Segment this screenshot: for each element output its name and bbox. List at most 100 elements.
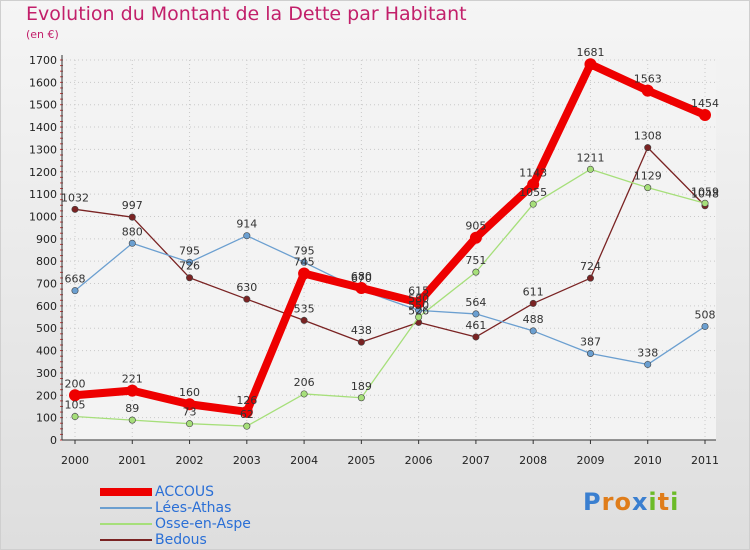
y-tick-label: 800 <box>36 255 57 268</box>
data-label-lees-athas: 668 <box>65 273 86 286</box>
x-tick-label: 2007 <box>462 454 490 467</box>
data-label-osse-en-aspe: 1059 <box>691 185 719 198</box>
chart-legend: ACCOUS Lées-Athas Osse-en-Aspe Bedous <box>100 484 251 548</box>
data-point-bedous <box>472 333 480 341</box>
logo-letter: i <box>670 488 680 516</box>
data-label-osse-en-aspe: 550 <box>408 299 429 312</box>
data-label-accous: 905 <box>465 220 486 233</box>
x-tick-label: 2006 <box>405 454 433 467</box>
y-tick-label: 1500 <box>29 99 57 112</box>
data-label-bedous: 526 <box>408 304 429 317</box>
series-line-lees-athas <box>74 235 706 366</box>
logo-letter: P <box>583 488 602 516</box>
y-tick-label: 600 <box>36 300 57 313</box>
data-label-lees-athas: 880 <box>122 225 143 238</box>
data-point-bedous <box>71 205 79 213</box>
data-point-bedous <box>529 299 537 307</box>
x-tick-label: 2011 <box>691 454 719 467</box>
legend-swatch <box>100 523 152 525</box>
data-point-lees-athas <box>300 258 308 266</box>
data-label-lees-athas: 338 <box>637 346 658 359</box>
data-point-osse-en-aspe <box>472 268 480 276</box>
data-label-accous: 221 <box>122 373 143 386</box>
data-label-lees-athas: 670 <box>351 272 372 285</box>
legend-label: ACCOUS <box>155 484 215 500</box>
logo-letter: t <box>657 488 671 516</box>
data-point-accous <box>298 267 311 280</box>
y-tick-label: 1100 <box>29 188 57 201</box>
y-tick-label: 0 <box>50 434 57 447</box>
data-label-bedous: 438 <box>351 324 372 337</box>
data-point-osse-en-aspe <box>71 413 79 421</box>
data-point-accous <box>527 178 540 191</box>
data-label-osse-en-aspe: 206 <box>294 376 315 389</box>
data-point-accous <box>355 282 368 294</box>
series-line-accous <box>71 60 709 416</box>
data-point-osse-en-aspe <box>644 184 652 192</box>
data-point-lees-athas <box>529 327 537 335</box>
x-tick-label: 2005 <box>347 454 375 467</box>
data-point-lees-athas <box>701 322 709 330</box>
legend-swatch <box>100 507 152 509</box>
x-tick-label: 2002 <box>176 454 204 467</box>
data-label-osse-en-aspe: 62 <box>240 408 254 421</box>
y-tick-label: 900 <box>36 233 57 246</box>
data-label-osse-en-aspe: 1211 <box>576 151 604 164</box>
legend-label: Osse-en-Aspe <box>155 516 251 532</box>
data-label-lees-athas: 795 <box>179 244 200 257</box>
y-tick-label: 300 <box>36 367 57 380</box>
data-point-lees-athas <box>586 349 594 357</box>
data-label-osse-en-aspe: 1055 <box>519 186 547 199</box>
data-point-bedous <box>357 338 365 346</box>
legend-swatch <box>100 488 152 496</box>
data-point-accous <box>584 58 597 71</box>
data-label-osse-en-aspe: 89 <box>125 402 139 415</box>
data-point-bedous <box>243 295 251 303</box>
data-label-lees-athas: 508 <box>695 308 716 321</box>
data-label-lees-athas: 387 <box>580 335 601 348</box>
legend-item-lees-athas: Lées-Athas <box>100 500 251 516</box>
y-tick-label: 1700 <box>29 54 57 67</box>
data-label-accous: 615 <box>408 285 429 298</box>
data-label-osse-en-aspe: 1129 <box>634 170 662 183</box>
data-point-accous <box>699 108 711 121</box>
data-label-lees-athas: 914 <box>236 218 257 231</box>
y-tick-label: 400 <box>36 345 57 358</box>
data-point-bedous <box>186 274 194 282</box>
data-label-osse-en-aspe: 751 <box>465 254 486 267</box>
data-label-osse-en-aspe: 105 <box>65 399 86 412</box>
legend-label: Bedous <box>155 532 207 548</box>
y-tick-label: 100 <box>36 412 57 425</box>
x-tick-label: 2000 <box>61 454 89 467</box>
legend-swatch <box>100 539 152 541</box>
data-point-osse-en-aspe <box>586 165 594 173</box>
y-tick-label: 1600 <box>29 76 57 89</box>
data-point-bedous <box>300 316 308 324</box>
data-label-accous: 745 <box>294 255 315 268</box>
logo-letter: r <box>601 488 615 516</box>
data-point-accous <box>126 384 139 397</box>
x-tick-label: 2010 <box>634 454 662 467</box>
series-line-osse-en-aspe <box>74 168 706 427</box>
data-label-bedous: 611 <box>523 285 544 298</box>
data-label-accous: 1563 <box>634 73 662 86</box>
data-label-bedous: 535 <box>294 302 315 315</box>
x-tick-label: 2004 <box>290 454 318 467</box>
data-point-lees-athas <box>186 258 194 266</box>
y-tick-label: 700 <box>36 278 57 291</box>
data-label-lees-athas: 488 <box>523 313 544 326</box>
data-label-bedous: 1308 <box>634 130 662 143</box>
series-line-bedous <box>74 146 706 343</box>
data-point-accous <box>641 84 654 97</box>
data-label-bedous: 997 <box>122 199 143 212</box>
data-point-accous <box>240 405 253 418</box>
data-point-accous <box>183 398 196 411</box>
data-label-lees-athas: 795 <box>294 244 315 257</box>
y-tick-label: 500 <box>36 322 57 335</box>
plot-area <box>62 60 716 440</box>
data-point-accous <box>469 231 482 244</box>
data-point-bedous <box>128 213 136 221</box>
y-tick-label: 1300 <box>29 143 57 156</box>
data-point-osse-en-aspe <box>701 199 709 207</box>
